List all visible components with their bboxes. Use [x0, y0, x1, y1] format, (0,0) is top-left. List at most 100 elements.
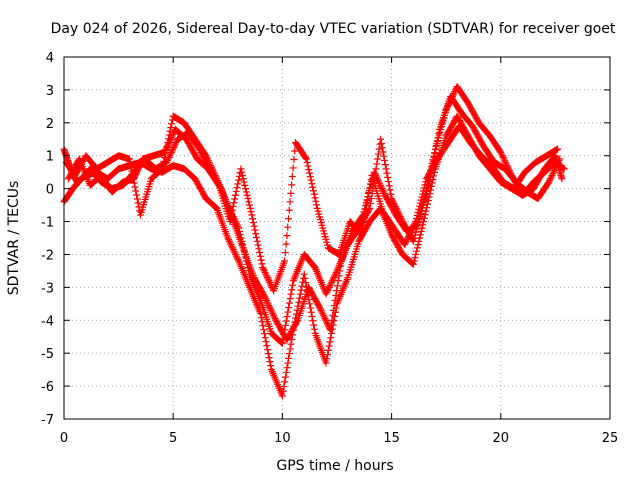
- track-marker: [501, 158, 509, 166]
- track-marker: [393, 206, 401, 214]
- track-marker: [257, 256, 265, 264]
- track-marker: [501, 157, 509, 165]
- y-tick-label: -1: [41, 216, 54, 231]
- track-marker: [297, 286, 305, 294]
- track-marker: [374, 150, 382, 158]
- track-marker: [295, 298, 303, 306]
- track-marker: [158, 166, 165, 174]
- track-marker: [500, 155, 508, 163]
- track-marker: [450, 89, 458, 97]
- axis-ticks: [63, 56, 611, 420]
- track-marker: [285, 299, 293, 307]
- track-marker: [384, 178, 392, 186]
- track-marker: [408, 226, 416, 234]
- y-tick-label: 4: [46, 51, 54, 66]
- track-marker: [418, 193, 426, 201]
- x-tick-label: 15: [383, 431, 400, 446]
- track-marker: [231, 249, 239, 257]
- track-marker: [261, 334, 269, 342]
- track-marker: [245, 201, 253, 209]
- data-point: [257, 310, 265, 318]
- track-marker: [286, 295, 294, 303]
- track-marker: [420, 184, 428, 192]
- track-marker: [310, 190, 318, 198]
- track-marker: [376, 140, 384, 148]
- track-marker: [548, 171, 556, 179]
- track-marker: [444, 102, 452, 110]
- track-marker: [380, 152, 388, 160]
- track-marker: [329, 275, 337, 283]
- track-marker: [211, 203, 219, 211]
- track-marker: [134, 199, 142, 207]
- track-marker: [549, 170, 557, 178]
- track-marker: [411, 219, 419, 227]
- track-marker: [238, 168, 246, 176]
- track-marker: [325, 342, 333, 350]
- track-marker: [264, 300, 272, 308]
- y-tick-label: 0: [46, 183, 54, 198]
- data-point: [412, 218, 420, 226]
- track-marker: [281, 326, 289, 334]
- track-marker: [381, 156, 389, 164]
- data-point: [497, 148, 505, 156]
- track-marker: [284, 223, 292, 231]
- data-point: [278, 339, 286, 347]
- track-marker: [232, 250, 240, 258]
- track-marker: [319, 311, 327, 319]
- track-marker: [329, 311, 337, 319]
- track-marker: [419, 187, 427, 195]
- track-marker: [251, 226, 259, 234]
- track-marker: [449, 91, 457, 99]
- data-point: [237, 165, 245, 173]
- track-marker: [288, 181, 296, 189]
- track-marker: [226, 239, 234, 247]
- track-marker: [328, 316, 336, 324]
- y-tick-label: 2: [46, 117, 54, 132]
- track-marker: [383, 169, 391, 177]
- track-marker: [321, 315, 329, 323]
- track-marker: [415, 205, 423, 213]
- track-marker: [282, 240, 290, 248]
- track-marker: [505, 167, 513, 175]
- track-marker: [230, 199, 238, 207]
- x-tick-label: 0: [60, 431, 68, 446]
- track-marker: [228, 206, 236, 214]
- track-marker: [334, 277, 342, 285]
- track-marker: [410, 257, 418, 265]
- track-marker: [232, 219, 240, 227]
- track-marker: [256, 252, 264, 260]
- data-point: [409, 260, 417, 268]
- track-marker: [327, 321, 335, 329]
- track-marker: [418, 224, 426, 232]
- y-tick-label: -7: [41, 413, 54, 428]
- track-marker: [241, 181, 249, 189]
- track-marker: [281, 249, 289, 257]
- track-marker: [417, 227, 425, 235]
- track-marker: [282, 373, 290, 381]
- track-marker: [164, 140, 172, 148]
- track-marker: [250, 222, 258, 230]
- track-marker: [282, 317, 290, 325]
- track-marker: [392, 204, 400, 212]
- track-marker: [366, 180, 374, 188]
- track-marker: [170, 144, 178, 151]
- track-marker: [260, 330, 268, 338]
- track-marker: [169, 130, 177, 138]
- track-marker: [448, 94, 456, 102]
- track-marker: [288, 172, 296, 180]
- track-marker: [166, 152, 174, 160]
- track-marker: [166, 137, 174, 145]
- track-marker: [305, 166, 313, 174]
- track-marker: [356, 230, 364, 238]
- track-marker: [327, 334, 335, 342]
- x-tick-label: 10: [274, 431, 291, 446]
- track-marker: [328, 329, 336, 337]
- track-marker: [421, 181, 429, 189]
- data-point: [202, 152, 210, 160]
- track-marker: [379, 188, 387, 196]
- track-marker: [231, 191, 239, 199]
- x-tick-label: 20: [493, 431, 510, 446]
- track-marker: [332, 292, 340, 300]
- track-marker: [410, 234, 418, 242]
- track-marker: [157, 166, 165, 174]
